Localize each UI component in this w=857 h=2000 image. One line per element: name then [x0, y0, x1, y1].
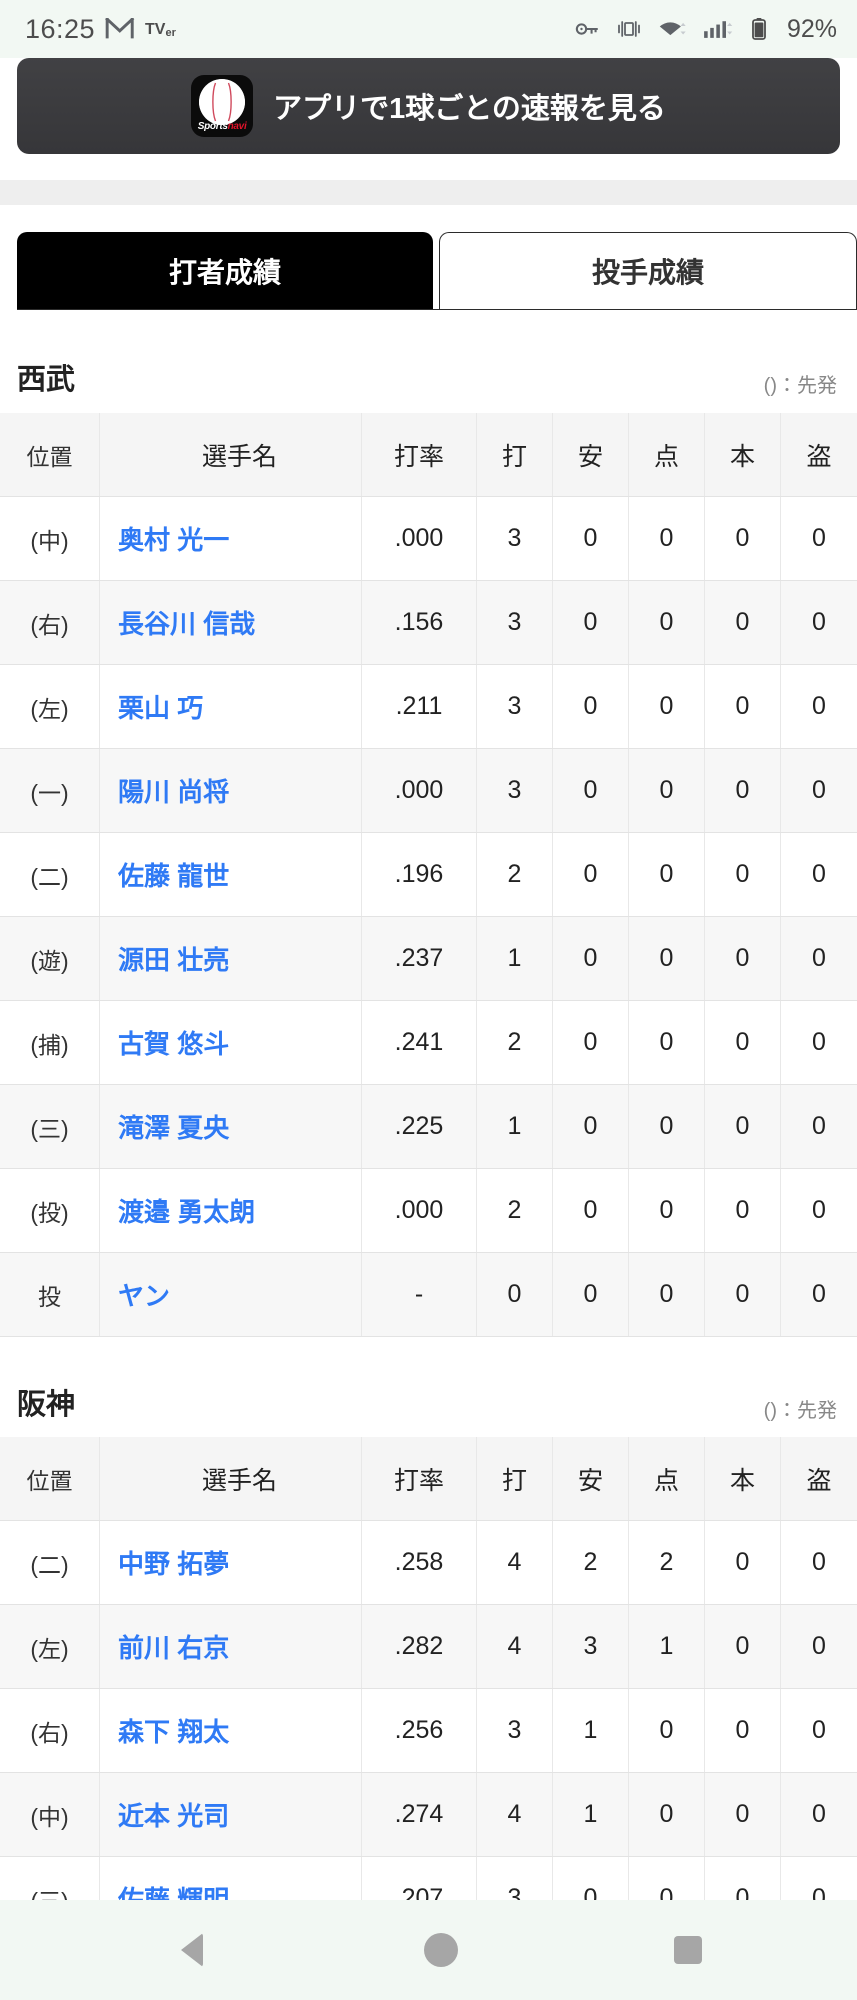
svg-text:TVer: TVer: [145, 21, 177, 38]
